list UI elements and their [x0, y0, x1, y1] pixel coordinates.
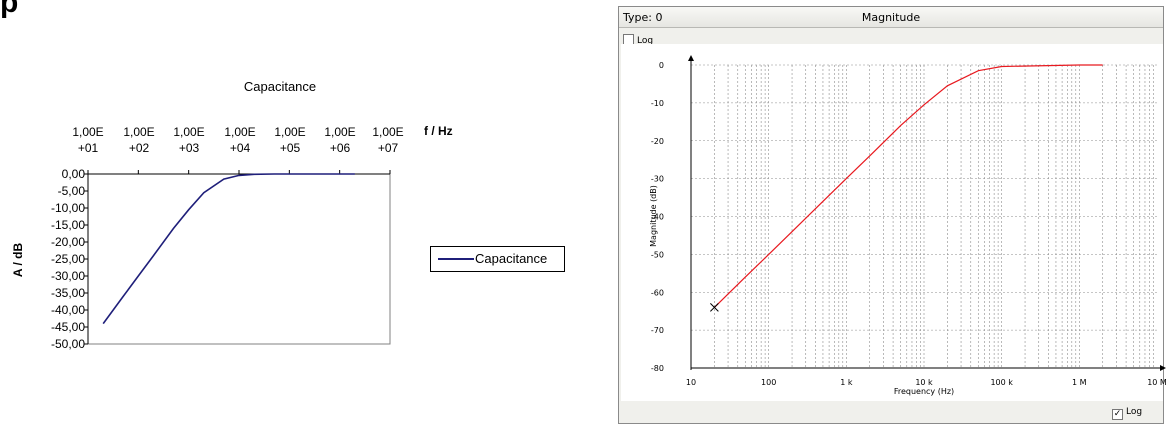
left-x-tick: 1,00E +03	[173, 125, 205, 155]
left-y-tick-label: -25,00	[50, 252, 85, 266]
left-y-tick-label: -45,00	[50, 320, 85, 334]
right-y-tick-label: -80	[651, 364, 664, 373]
magnitude-window: Type: 0 Magnitude Log ✓ Log	[618, 6, 1164, 424]
right-y-tick-label: -50	[651, 250, 664, 259]
left-y-tick-label: -15,00	[50, 218, 85, 232]
clipped-heading: p	[0, 0, 19, 19]
left-x-tick: 1,00E +06	[324, 125, 356, 155]
left-y-tick-label: -50,00	[50, 337, 85, 351]
left-x-tick: 1,00E +02	[123, 125, 155, 155]
left-x-tick: 1,00E +05	[274, 125, 306, 155]
right-y-tick-label: -70	[651, 326, 664, 335]
right-y-axis-label: Magnitude (dB)	[649, 185, 658, 247]
left-y-tick-label: -40,00	[50, 303, 85, 317]
right-x-axis-label: Frequency (Hz)	[894, 387, 954, 396]
right-series-line	[713, 64, 1103, 308]
left-x-tick: 1,00E +01	[72, 125, 104, 155]
left-x-tick: 1,00E +04	[224, 125, 256, 155]
left-y-tick-label: -20,00	[50, 235, 85, 249]
left-y-tick-label: 0,00	[61, 167, 85, 181]
left-y-tick-label: -5,00	[57, 184, 85, 198]
right-x-tick-label: 10 k	[915, 378, 933, 387]
right-x-axis-arrow	[1160, 365, 1166, 371]
left-x-axis-label: f / Hz	[424, 124, 453, 138]
left-series-line	[102, 173, 355, 325]
x-log-toggle[interactable]: ✓ Log	[1112, 407, 1142, 420]
left-y-tick-label: -30,00	[50, 269, 85, 283]
window-title: Magnitude	[861, 11, 921, 24]
plot-area	[621, 44, 1163, 401]
right-x-tick-label: 10 M	[1147, 378, 1167, 387]
window-titlebar: Type: 0 Magnitude	[619, 7, 1163, 28]
window-type: Type: 0	[623, 11, 663, 24]
right-y-tick-label: -40	[651, 213, 664, 222]
right-y-tick-label: -30	[651, 175, 664, 184]
right-x-tick-label: 1 M	[1072, 378, 1087, 387]
right-y-tick-label: -10	[651, 99, 664, 108]
left-chart-title: Capacitance	[243, 79, 317, 94]
cursor-marker	[710, 303, 719, 312]
right-y-tick-label: -20	[651, 137, 664, 146]
x-log-label: Log	[1126, 407, 1143, 417]
right-y-axis-arrow	[688, 55, 694, 61]
right-x-tick-label: 100 k	[990, 378, 1013, 387]
right-y-tick-label: 0	[659, 61, 664, 70]
legend-label: Capacitance	[475, 251, 548, 266]
right-y-tick-label: -60	[651, 288, 664, 297]
left-x-tick: 1,00E +07	[372, 125, 404, 155]
legend: Capacitance	[430, 246, 565, 272]
right-x-tick-label: 1 k	[840, 378, 853, 387]
y-log-label: Log	[637, 36, 654, 46]
left-y-tick-label: -10,00	[50, 201, 85, 215]
legend-swatch	[438, 258, 474, 260]
right-x-tick-label: 100	[761, 378, 776, 387]
left-y-tick-label: -35,00	[50, 286, 85, 300]
right-x-tick-label: 10	[686, 378, 696, 387]
left-plot-frame	[87, 173, 391, 345]
x-log-checkbox[interactable]: ✓	[1112, 409, 1123, 420]
